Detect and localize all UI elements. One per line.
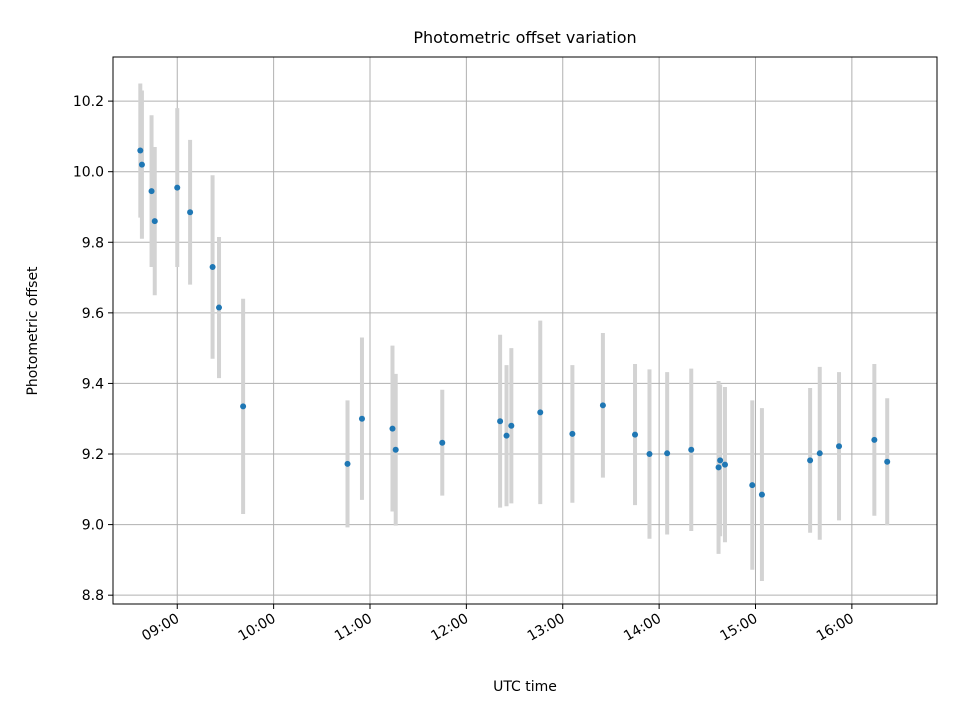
data-point: [439, 439, 446, 446]
data-point: [884, 458, 891, 465]
data-point: [599, 402, 606, 409]
data-point: [688, 446, 695, 453]
data-point: [632, 431, 639, 438]
data-point: [871, 436, 878, 443]
data-point: [715, 464, 722, 471]
data-point: [758, 491, 765, 498]
y-axis-label: Photometric offset: [25, 266, 41, 396]
plot-frame: [112, 56, 938, 605]
data-point: [389, 425, 396, 432]
y-tick-label: 10.0: [73, 165, 104, 181]
data-point: [209, 263, 216, 270]
data-point: [646, 451, 653, 458]
data-point: [721, 461, 728, 468]
data-point: [392, 446, 399, 453]
y-tick-label: 9.0: [82, 518, 104, 534]
grid: [113, 57, 937, 604]
data-point: [569, 430, 576, 437]
data-point: [816, 450, 823, 457]
data-point: [807, 457, 814, 464]
chart-title: Photometric offset variation: [413, 28, 636, 47]
y-tick-label: 9.8: [82, 235, 104, 251]
data-point: [717, 457, 724, 464]
data-point: [503, 432, 510, 439]
y-tick-label: 9.2: [82, 447, 104, 463]
data-point: [749, 482, 756, 489]
y-axis-ticks: 8.8 9.0 9.2 9.4 9.6 9.8 10.0 10.2: [73, 94, 113, 604]
data-point: [138, 161, 145, 168]
x-axis-label: UTC time: [493, 679, 557, 695]
data-point: [151, 218, 158, 225]
data-point: [508, 422, 515, 429]
data-point: [240, 403, 247, 410]
y-tick-label: 9.6: [82, 306, 104, 322]
data-point: [216, 304, 223, 311]
data-point: [358, 415, 365, 422]
y-tick-label: 10.2: [73, 94, 104, 110]
data-point: [537, 409, 544, 416]
data-point: [174, 184, 181, 191]
data-point: [836, 443, 843, 450]
data-point: [137, 147, 144, 154]
data-point: [187, 209, 194, 216]
y-tick-label: 9.4: [82, 376, 104, 392]
data-point: [497, 418, 504, 425]
data-point: [664, 450, 671, 457]
data-point: [344, 460, 351, 467]
data-point: [148, 188, 155, 195]
y-tick-label: 8.8: [82, 588, 104, 604]
data-points: [137, 147, 891, 498]
